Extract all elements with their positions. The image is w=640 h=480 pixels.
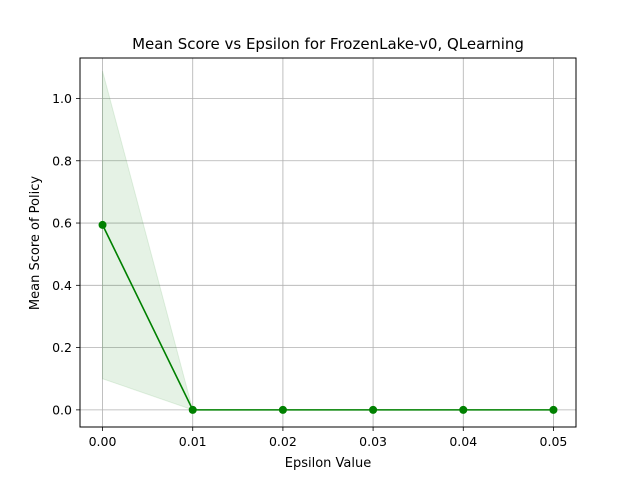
x-tick-label: 0.03 bbox=[359, 434, 387, 449]
x-tick-label: 0.05 bbox=[540, 434, 568, 449]
data-point bbox=[369, 405, 378, 414]
series-line-layer bbox=[101, 224, 554, 411]
plot-frame bbox=[79, 57, 577, 428]
chart-title: Mean Score vs Epsilon for FrozenLake-v0,… bbox=[132, 35, 524, 53]
x-tick-label: 0.01 bbox=[179, 434, 207, 449]
data-point bbox=[278, 405, 287, 414]
data-point bbox=[188, 405, 197, 414]
y-axis-label: Mean Score of Policy bbox=[28, 176, 43, 310]
x-tick-label: 0.02 bbox=[269, 434, 297, 449]
y-tick-label: 1.0 bbox=[52, 91, 72, 106]
series-line bbox=[101, 224, 554, 411]
x-tick-label: 0.04 bbox=[449, 434, 477, 449]
y-tick-label: 0.4 bbox=[52, 278, 72, 293]
y-tick-label: 0.6 bbox=[52, 216, 72, 231]
x-tick-label: 0.00 bbox=[89, 434, 117, 449]
x-axis-label: Epsilon Value bbox=[285, 456, 372, 471]
data-point bbox=[98, 220, 107, 229]
grid bbox=[80, 58, 576, 427]
x-axis-ticks: 0.00 0.01 0.02 0.03 0.04 0.05 bbox=[89, 427, 568, 449]
y-tick-label: 0.2 bbox=[52, 340, 72, 355]
y-tick-label: 0.0 bbox=[52, 402, 72, 417]
data-point bbox=[459, 405, 468, 414]
confidence-band bbox=[102, 70, 554, 411]
y-tick-label: 0.8 bbox=[52, 153, 72, 168]
marker-layer bbox=[98, 220, 558, 414]
y-axis-ticks: 0.0 0.2 0.4 0.6 0.8 1.0 bbox=[52, 91, 80, 417]
confidence-band-layer bbox=[102, 70, 554, 411]
data-point bbox=[549, 405, 558, 414]
